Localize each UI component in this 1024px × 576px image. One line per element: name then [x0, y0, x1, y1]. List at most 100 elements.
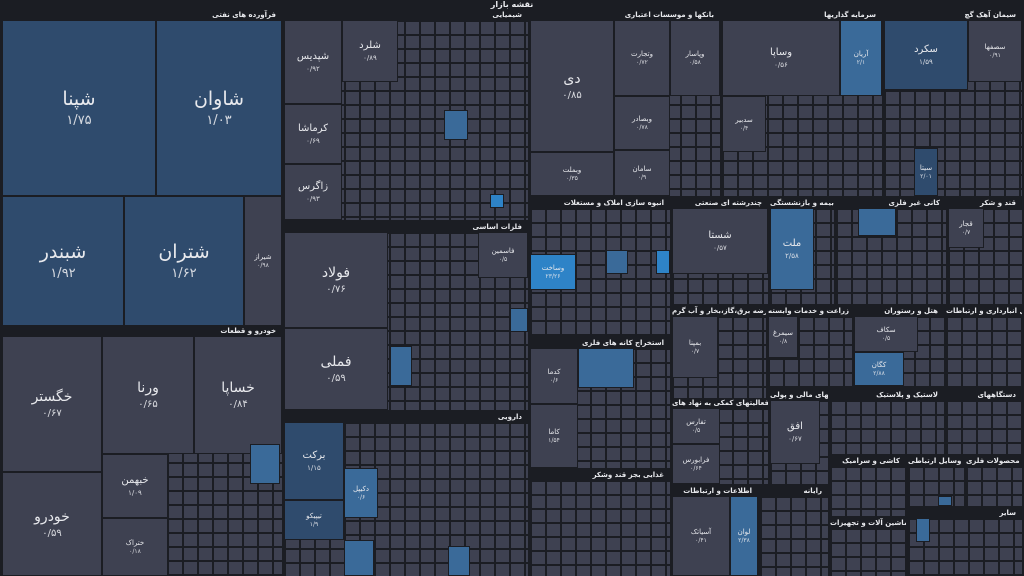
tile-change-value: ۱/۹۲ [50, 266, 76, 281]
section-oil: فرآورده های نفتی شپنا ۱/۷۵ شاوان ۱/۰۳ شبند… [2, 10, 282, 326]
tile-change-value: ۰/۵۷ [713, 244, 727, 252]
tile-zagros[interactable]: زاگرس ۰/۹۳ [284, 164, 342, 220]
tile-chem-highlight-1[interactable] [444, 110, 468, 140]
tile-tafarus[interactable]: تفارس ۰/۵ [672, 408, 720, 444]
tile-other-highlight[interactable] [916, 518, 930, 542]
section-title: بانکها و موسسات اعتباری [624, 11, 714, 19]
tile-sakkaf[interactable]: سکاف ۰/۵ [854, 316, 918, 352]
tile-name: تفارس [686, 417, 706, 426]
tile-change-value: ۰/۵۹ [42, 528, 62, 539]
section-hotel: هتل و رستوران سکاف ۰/۵ کگان ۲/۸۸ [854, 306, 944, 388]
tile-kheben[interactable]: خبهمن ۱/۰۹ [102, 454, 168, 518]
tile-khegostar[interactable]: خگستر ۰/۶۷ [2, 336, 102, 472]
tile-name: خگستر [31, 389, 73, 405]
tile-asiatek[interactable]: آسیاتک ۰/۴۱ [672, 496, 730, 576]
tile-aryan[interactable]: آریان ۲/۱ [840, 20, 882, 96]
tile-sadbir[interactable]: سدبیر ۰/۴ [722, 96, 766, 152]
tile-pharma-highlight-1[interactable] [344, 540, 374, 576]
tile-loan[interactable]: لوان ۲/۳۸ [730, 496, 758, 576]
section-title: استخراج کانه های فلزی [582, 339, 664, 347]
tile-khsapa[interactable]: خساپا ۰/۸۴ [194, 336, 282, 454]
tile-name: شپدیس [296, 51, 330, 62]
tile-realestate-highlight-2[interactable] [656, 250, 670, 274]
section-title: عرضه برق،گاز،بخار و آب گرم [672, 307, 766, 315]
tile-chem-highlight-2[interactable] [490, 194, 504, 208]
tile-change-value: ۰/۳۵ [566, 174, 578, 182]
tile-faraboors[interactable]: فرابورس ۰/۶۴ [672, 444, 720, 484]
tile-change-value: ۱/۷۵ [66, 113, 92, 128]
tile-change-value: ۰/۶۹ [306, 137, 320, 145]
tile-name: وتجارت [631, 49, 653, 58]
tile-shepdis[interactable]: شپدیس ۰/۹۲ [284, 20, 342, 104]
tile-vsapa[interactable]: وساپا ۰/۵۶ [722, 20, 840, 96]
tile-shtran[interactable]: شتران ۱/۶۲ [124, 196, 244, 326]
tile-vasakhat[interactable]: وساخت ۲۳/۲۶ [530, 254, 576, 290]
section-title: دارویی [497, 413, 522, 421]
tile-shbandar[interactable]: شبندر ۱/۹۲ [2, 196, 124, 326]
section-title: هتل و رستوران [884, 307, 938, 315]
section-pharma: دارویی برکت ۱/۱۵ تیپیکو ۱/۹ دکیپل ۰/۶ [284, 412, 528, 576]
tile-name: سکرد [914, 44, 938, 55]
tile-name: شیراز [254, 252, 272, 261]
tile-melat[interactable]: ملت ۲/۵۸ [770, 208, 814, 290]
tile-sesfaha[interactable]: سصفها ۰/۹۱ [968, 20, 1022, 82]
section-sugar: قند و شکر قجار ۰/۷ [948, 198, 1022, 304]
tile-vrna[interactable]: ورنا ۰/۶۵ [102, 336, 194, 454]
tile-vbemelat[interactable]: وبملت ۰/۳۵ [530, 152, 614, 196]
tile-fasman[interactable]: فاسمین ۰/۵ [478, 232, 528, 278]
tile-name: قجار [959, 219, 973, 228]
tile-shasta[interactable]: شستا ۰/۵۷ [672, 208, 768, 274]
tile-kgan[interactable]: کگان ۲/۸۸ [854, 352, 904, 386]
tile-mining-highlight[interactable] [578, 348, 634, 388]
tile-khetrak[interactable]: ختراک ۰/۱۸ [102, 518, 168, 576]
tile-auto-highlight[interactable] [250, 444, 280, 484]
tile-khodro[interactable]: خودرو ۰/۵۹ [2, 472, 102, 576]
section-filler [830, 400, 944, 454]
tile-vtejarat[interactable]: وتجارت ۰/۷۲ [614, 20, 670, 96]
tile-change-value: ۲/۵۸ [785, 252, 799, 260]
tile-name: شپنا [62, 88, 96, 110]
tile-kermasha[interactable]: کرماشا ۰/۶۹ [284, 104, 342, 164]
section-title: سرمایه گذاریها [824, 11, 876, 19]
tile-foolad[interactable]: فولاد ۰/۷۶ [284, 232, 388, 328]
tile-sekrod[interactable]: سکرد ۱/۵۹ [884, 20, 968, 90]
tile-change-value: ۰/۱۸ [129, 547, 141, 555]
tile-shapna[interactable]: شپنا ۱/۷۵ [2, 20, 156, 196]
tile-tipico[interactable]: تیپیکو ۱/۹ [284, 500, 344, 540]
tile-name: کگان [871, 360, 887, 369]
tile-nonmetal-highlight[interactable] [858, 208, 896, 236]
tile-di[interactable]: دی ۰/۸۵ [530, 20, 614, 152]
tile-shavan[interactable]: شاوان ۱/۰۳ [156, 20, 282, 196]
tile-name: تیپیکو [306, 511, 322, 520]
section-chem: شیمیایی شپدیس ۰/۹۲ شلرد ۰/۸۹ کرماشا ۰/۶۹ زا… [284, 10, 528, 220]
tile-pharma-highlight-2[interactable] [448, 546, 470, 576]
section-machinery: ماشین آلات و تجهیزات [830, 518, 906, 576]
tile-realestate-highlight-1[interactable] [606, 250, 628, 274]
section-title: سیمان آهک گچ [964, 11, 1016, 19]
tile-bemapna[interactable]: بمپنا ۰/۷ [672, 316, 718, 378]
tile-kadma[interactable]: کدما ۰/۶ [530, 348, 578, 404]
tile-name: فرابورس [682, 455, 710, 464]
tile-shiraz[interactable]: شیراز ۰/۹۸ [244, 196, 282, 326]
tile-change-value: ۰/۶۵ [138, 399, 158, 410]
tile-dicipol[interactable]: دکیپل ۰/۶ [344, 468, 378, 518]
tile-sita[interactable]: سیتا ۲/۰۱ [914, 148, 938, 196]
tile-name: فاسمین [491, 246, 515, 255]
tile-vpasar[interactable]: وپاسار ۰/۵۸ [670, 20, 720, 96]
tile-metals-highlight-2[interactable] [510, 308, 528, 332]
tile-baraket[interactable]: برکت ۱/۱۵ [284, 422, 344, 500]
tile-change-value: ۲/۱ [856, 58, 866, 66]
tile-change-value: ۱/۱۵ [307, 464, 321, 472]
tile-simorgh[interactable]: سیمرغ ۰/۸ [768, 316, 798, 358]
tile-femli[interactable]: فملی ۰/۵۹ [284, 328, 388, 410]
tile-vsadr[interactable]: وبصادر ۰/۷۸ [614, 96, 670, 150]
tile-ofogh[interactable]: افق ۰/۶۷ [770, 400, 820, 464]
tile-name: شتران [158, 241, 210, 263]
tile-saman[interactable]: سامان ۰/۹ [614, 150, 670, 196]
tile-kama[interactable]: کاما ۱/۵۴ [530, 404, 578, 468]
tile-vehicles-highlight[interactable] [938, 496, 952, 506]
tile-metals-highlight-1[interactable] [390, 346, 412, 386]
tile-qajar[interactable]: قجار ۰/۷ [948, 208, 984, 248]
tile-shlord[interactable]: شلرد ۰/۸۹ [342, 20, 398, 82]
tile-name: وبصادر [631, 114, 653, 123]
